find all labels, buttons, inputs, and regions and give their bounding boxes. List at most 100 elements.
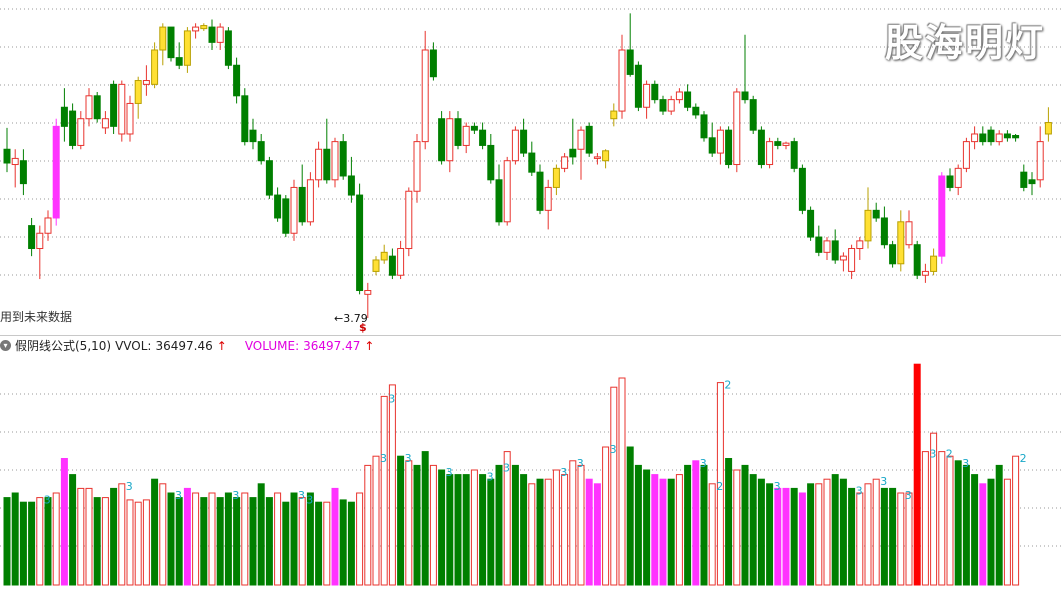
volume-bar: [175, 497, 183, 586]
volume-bar: [700, 464, 708, 586]
volume-count-label: 3: [880, 475, 887, 488]
candle-body: [913, 244, 921, 276]
volume-bar: [298, 497, 306, 586]
candle-body: [397, 248, 405, 276]
candle-body: [36, 232, 44, 250]
volume-bar: [954, 460, 962, 586]
volume-bar: [626, 446, 634, 586]
candle-body: [224, 30, 232, 66]
candle-body: [479, 129, 487, 146]
candle-body: [634, 64, 642, 108]
volume-bar: [757, 478, 765, 586]
volume-count-label: 3: [700, 457, 707, 470]
candle-body: [626, 49, 634, 75]
volume-count-label: 3: [962, 457, 969, 470]
volume-bar: [290, 492, 298, 586]
candle-body: [69, 110, 77, 146]
min-price-label: ←3.79: [334, 312, 368, 325]
candle-body: [249, 129, 257, 143]
candle-body: [782, 142, 790, 146]
volume-bar: [577, 464, 585, 586]
volume-bar: [347, 501, 355, 586]
volume-bar: [749, 474, 757, 586]
volume-bar: [413, 464, 421, 586]
volume-bar: [864, 483, 872, 586]
candle-body: [175, 57, 183, 66]
volume-bar: [544, 478, 552, 586]
candle-body: [323, 148, 331, 181]
volume-bar: [930, 432, 938, 586]
candle-body: [438, 118, 446, 162]
volume-bar: [716, 382, 724, 586]
volume-count-label: 3: [298, 489, 305, 502]
volume-bar: [725, 458, 733, 586]
candle-body: [798, 167, 806, 211]
candle-body: [487, 144, 495, 181]
candle-body: [159, 26, 167, 51]
volume-bar: [536, 478, 544, 586]
candle-body: [700, 114, 708, 139]
volume-bar: [921, 451, 929, 586]
candle-body: [241, 95, 249, 143]
candle-body: [454, 118, 462, 146]
candle-body: [839, 255, 847, 261]
volume-bar: [790, 487, 798, 586]
candle-body: [716, 129, 724, 154]
volume-bar: [511, 464, 519, 586]
candle-body: [265, 160, 273, 196]
vvol-label: VVOL:: [115, 338, 152, 353]
candle-body: [388, 255, 396, 276]
volume-bar: [561, 474, 569, 586]
volume-bar: [397, 455, 405, 586]
candle-body: [52, 125, 60, 219]
candle-body: [610, 110, 618, 120]
future-data-note: 用到未来数据: [0, 310, 73, 324]
volume-bar: [331, 487, 339, 586]
volume-bar: [839, 478, 847, 586]
volume-label: VOLUME:: [244, 338, 300, 353]
volume-count-label: 3: [774, 480, 781, 493]
volume-count-label: 3: [560, 466, 567, 479]
candle-body: [684, 91, 692, 108]
volume-bar: [675, 474, 683, 586]
candle-body: [971, 133, 979, 143]
candle-body: [1028, 179, 1036, 185]
candle-body: [118, 83, 126, 135]
candle-body: [347, 175, 355, 196]
volume-bar: [1012, 455, 1020, 586]
volume-count-label: 3: [175, 489, 182, 502]
watermark-logo: 股海明灯: [884, 21, 1045, 65]
collapse-icon[interactable]: ▾: [0, 340, 11, 351]
volume-count-label: 3: [856, 484, 863, 497]
volume-bar: [593, 483, 601, 586]
candle-body: [848, 248, 856, 272]
candle-body: [126, 102, 134, 135]
candle-body: [372, 259, 380, 272]
indicator-formula-name[interactable]: 假阴线公式(5,10): [15, 339, 112, 353]
volume-bar: [159, 483, 167, 586]
candle-body: [585, 125, 593, 154]
volume-bar: [889, 487, 897, 586]
volume-bar: [651, 474, 659, 586]
volume-bar: [323, 501, 331, 586]
volume-bar: [167, 492, 175, 586]
candle-body: [872, 209, 880, 219]
pane-divider[interactable]: [0, 335, 1061, 336]
volume-bar: [101, 497, 109, 586]
volume-bar: [364, 464, 372, 586]
volume-bar: [200, 497, 208, 586]
candle-body: [1012, 135, 1020, 139]
candle-body: [77, 118, 85, 146]
volume-count-label: 3: [503, 461, 510, 474]
candle-body: [880, 217, 888, 246]
volume-bar: [93, 497, 101, 586]
candle-body: [856, 240, 864, 250]
volume-bar: [692, 460, 700, 586]
volume-bar: [388, 384, 396, 586]
volume-bar: [938, 451, 946, 586]
volume-count-label: 3: [905, 489, 912, 502]
volume-bar: [880, 487, 888, 586]
volume-bar: [1003, 478, 1011, 586]
volume-bar: [421, 451, 429, 586]
